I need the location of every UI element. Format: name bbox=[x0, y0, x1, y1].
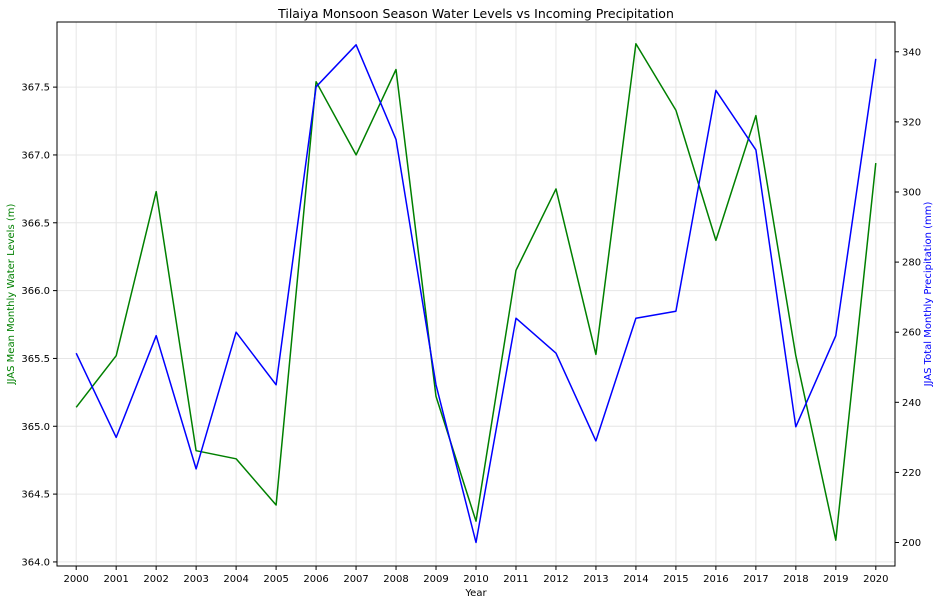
x-tick-label: 2011 bbox=[503, 574, 528, 585]
right-y-tick-label: 340 bbox=[902, 47, 921, 58]
left-y-tick-label: 365.0 bbox=[21, 422, 50, 433]
x-tick-label: 2009 bbox=[423, 574, 448, 585]
right-y-tick-label: 240 bbox=[902, 398, 921, 409]
right-y-tick-label: 220 bbox=[902, 468, 921, 479]
x-axis-label: Year bbox=[464, 588, 487, 599]
right-y-tick-label: 280 bbox=[902, 258, 921, 269]
x-tick-label: 2014 bbox=[623, 574, 648, 585]
x-tick-label: 2008 bbox=[383, 574, 408, 585]
x-tick-label: 2013 bbox=[583, 574, 608, 585]
left-y-tick-label: 364.0 bbox=[21, 557, 50, 568]
left-y-tick-label: 366.0 bbox=[21, 286, 50, 297]
right-y-tick-label: 200 bbox=[902, 538, 921, 549]
left-y-tick-label: 364.5 bbox=[21, 490, 50, 501]
left-y-tick-label: 367.0 bbox=[21, 150, 50, 161]
x-tick-label: 2007 bbox=[343, 574, 368, 585]
x-axis: 2000 2001 2002 2003 2004 2005 2006 2007 2008 2009… bbox=[63, 566, 889, 585]
precipitation-line bbox=[75, 44, 877, 544]
x-tick-label: 2018 bbox=[783, 574, 808, 585]
water-level-line bbox=[75, 42, 877, 541]
x-tick-label: 2004 bbox=[223, 574, 248, 585]
series-layer bbox=[75, 42, 877, 544]
right-y-tick-label: 300 bbox=[902, 188, 921, 199]
x-tick-label: 2019 bbox=[823, 574, 848, 585]
left-y-axis-label: JJAS Mean Monthly Water Levels (m) bbox=[6, 204, 17, 386]
right-y-axis: 200 220 240 260 280 300 320 340 bbox=[895, 47, 921, 549]
x-tick-label: 2012 bbox=[543, 574, 568, 585]
right-y-tick-label: 320 bbox=[902, 117, 921, 128]
x-tick-label: 2003 bbox=[183, 574, 208, 585]
chart-title: Tilaiya Monsoon Season Water Levels vs I… bbox=[277, 6, 674, 21]
x-tick-label: 2006 bbox=[303, 574, 328, 585]
x-tick-label: 2020 bbox=[863, 574, 888, 585]
x-tick-label: 2010 bbox=[463, 574, 488, 585]
x-tick-label: 2016 bbox=[703, 574, 728, 585]
left-y-tick-label: 365.5 bbox=[21, 354, 50, 365]
x-tick-label: 2015 bbox=[663, 574, 688, 585]
left-y-axis: 364.0 364.5 365.0 365.5 366.0 366.5 367.0 367.5 bbox=[21, 83, 57, 568]
grid bbox=[57, 22, 895, 566]
left-y-tick-label: 366.5 bbox=[21, 218, 50, 229]
x-tick-label: 2005 bbox=[263, 574, 288, 585]
right-y-tick-label: 260 bbox=[902, 328, 921, 339]
left-y-tick-label: 367.5 bbox=[21, 83, 50, 94]
x-tick-label: 2017 bbox=[743, 574, 768, 585]
x-tick-label: 2002 bbox=[143, 574, 168, 585]
x-tick-label: 2001 bbox=[103, 574, 128, 585]
right-y-axis-label: JJAS Total Monthly Precipitation (mm) bbox=[923, 201, 934, 387]
x-tick-label: 2000 bbox=[63, 574, 88, 585]
